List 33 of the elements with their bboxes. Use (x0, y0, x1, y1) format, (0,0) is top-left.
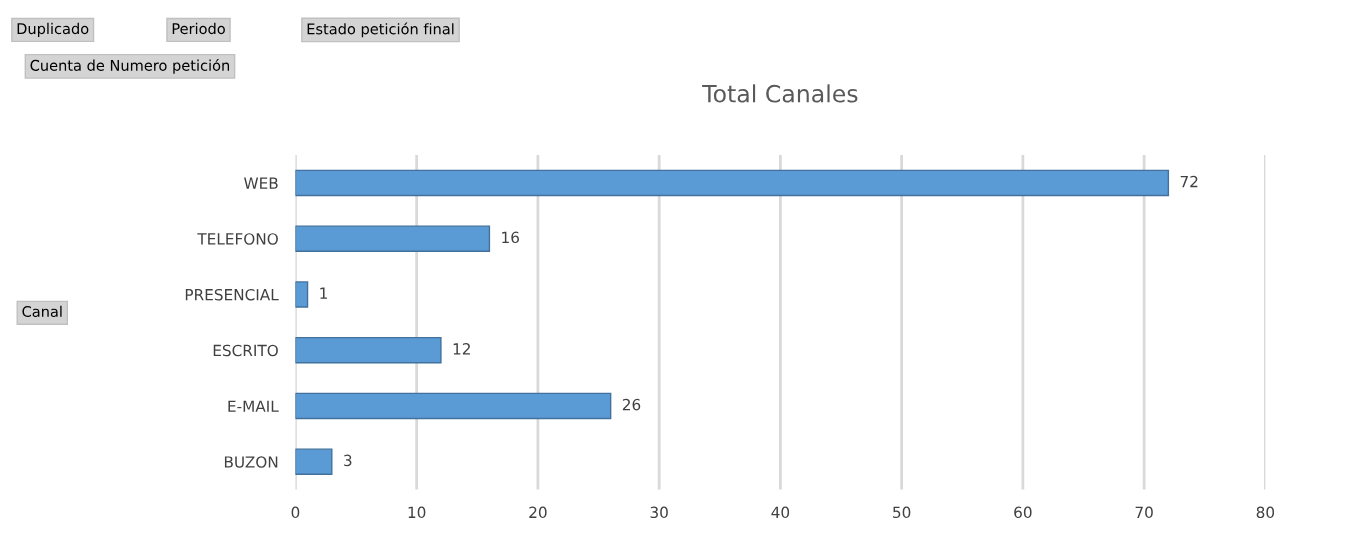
text: Canal (22, 305, 62, 318)
bar (295, 281, 309, 308)
data-label: 72 (1180, 175, 1198, 188)
bar (295, 225, 491, 252)
data-label: 3 (344, 454, 352, 467)
y-tick-label: TELEFONO (197, 233, 278, 245)
bar (295, 336, 442, 364)
x-tick-label: 0 (291, 506, 300, 519)
x-tick-label: 50 (893, 506, 911, 519)
x-tick-label: 30 (650, 506, 668, 519)
chart-title: Total Canales (702, 84, 858, 103)
data-label: 26 (622, 398, 641, 411)
y-tick-label: E-MAIL (228, 400, 279, 412)
y-tick-label: WEB (244, 177, 278, 189)
data-label: 16 (502, 231, 520, 244)
x-tick-label: 20 (529, 506, 547, 519)
x-tick-label: 40 (771, 506, 790, 519)
y-tick-label: ESCRITO (213, 344, 278, 357)
x-tick-label: 70 (1135, 506, 1153, 519)
bar (295, 448, 333, 475)
y-tick-label: PRESENCIAL (185, 288, 279, 301)
text: Cuenta de Numero petición (30, 59, 230, 74)
x-tick-label: 10 (408, 506, 426, 519)
data-label: 1 (320, 287, 327, 299)
text: Periodo (172, 22, 225, 35)
bar (295, 169, 1170, 197)
data-label: 12 (453, 343, 470, 355)
text: Estado petición final (307, 22, 454, 38)
text: Duplicado (17, 22, 89, 37)
y-tick-label: BUZON (224, 456, 278, 468)
x-tick-label: 60 (1014, 506, 1032, 519)
bar (295, 392, 612, 420)
x-tick-label: 80 (1256, 506, 1275, 519)
